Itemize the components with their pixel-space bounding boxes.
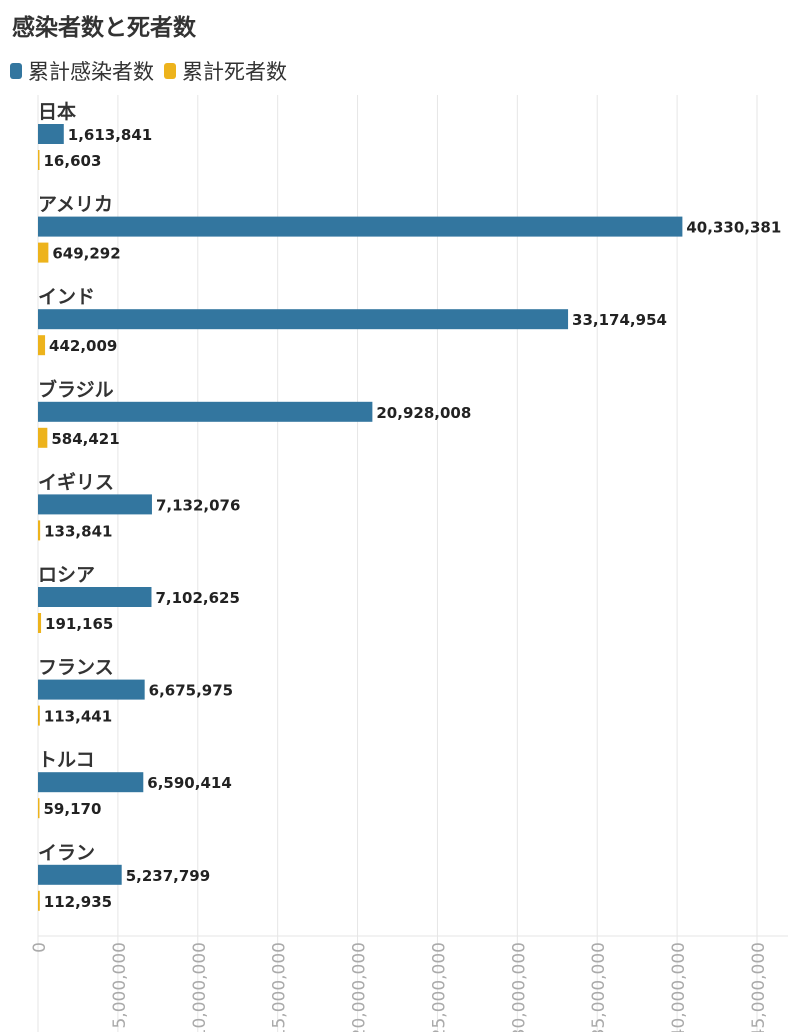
legend-item-infections[interactable]: 累計感染者数 xyxy=(10,56,154,86)
data-label: 33,174,954 xyxy=(572,311,667,329)
legend-label-deaths: 累計死者数 xyxy=(182,60,287,84)
x-tick-label: 5,000,000 xyxy=(110,942,130,1029)
bar-deaths xyxy=(38,427,48,448)
bar-deaths xyxy=(38,242,49,263)
bar-infections xyxy=(38,401,373,422)
bar-deaths xyxy=(38,520,41,541)
data-label: 6,675,975 xyxy=(149,682,233,700)
legend-item-deaths[interactable]: 累計死者数 xyxy=(164,56,287,86)
bar-infections xyxy=(38,216,683,237)
category-label: アメリカ xyxy=(38,194,113,216)
category-label: インド xyxy=(38,286,95,308)
category-label: 日本 xyxy=(38,100,76,123)
legend-label-infections: 累計感染者数 xyxy=(28,60,154,84)
data-label: 133,841 xyxy=(44,522,112,540)
legend-swatch-infections xyxy=(10,63,22,79)
category-label: トルコ xyxy=(38,749,95,771)
bar-infections xyxy=(38,679,145,700)
bar-deaths xyxy=(38,335,46,356)
bar-infections xyxy=(38,587,152,607)
data-label: 6,590,414 xyxy=(147,774,231,792)
data-label: 442,009 xyxy=(49,337,117,355)
bar-deaths xyxy=(38,705,40,726)
x-tick-label: 30,000,000 xyxy=(509,942,529,1032)
x-tick-label: 40,000,000 xyxy=(669,942,689,1032)
bar-infections xyxy=(38,494,152,515)
data-label: 112,935 xyxy=(44,893,112,911)
category-label: ロシア xyxy=(38,564,95,586)
bar-deaths xyxy=(38,798,40,819)
x-tick-label: 35,000,000 xyxy=(589,942,609,1032)
data-label: 1,613,841 xyxy=(68,126,152,144)
category-label: イラン xyxy=(38,842,95,864)
x-tick-label: 10,000,000 xyxy=(190,942,210,1032)
category-label: イギリス xyxy=(38,471,114,493)
data-label: 7,102,625 xyxy=(155,589,239,607)
legend-swatch-deaths xyxy=(164,63,176,79)
x-tick-label: 0 xyxy=(30,942,50,953)
x-tick-label: 20,000,000 xyxy=(350,942,370,1032)
bar-deaths xyxy=(38,890,40,911)
bar-infections xyxy=(38,309,569,330)
data-label: 113,441 xyxy=(44,708,112,726)
data-label: 59,170 xyxy=(44,800,102,818)
data-label: 40,330,381 xyxy=(686,219,781,237)
x-tick-label: 15,000,000 xyxy=(270,942,290,1032)
bar-deaths xyxy=(38,613,42,633)
data-label: 5,237,799 xyxy=(126,867,210,885)
data-label: 584,421 xyxy=(51,430,119,448)
category-label: ブラジル xyxy=(38,378,114,401)
bar-deaths xyxy=(38,150,40,170)
data-label: 649,292 xyxy=(52,245,120,263)
category-label: フランス xyxy=(38,657,114,679)
data-label: 191,165 xyxy=(45,615,113,633)
data-label: 20,928,008 xyxy=(376,404,471,422)
data-label: 16,603 xyxy=(44,152,102,170)
data-label: 7,132,076 xyxy=(156,496,240,514)
bar-infections xyxy=(38,124,64,144)
chart-title: 感染者数と死者数 xyxy=(12,15,196,41)
bar-infections xyxy=(38,864,122,885)
bar-infections xyxy=(38,772,144,793)
x-tick-label: 45,000,000 xyxy=(749,942,769,1032)
legend: 累計感染者数 累計死者数 xyxy=(10,56,297,86)
x-tick-label: 25,000,000 xyxy=(429,942,449,1032)
